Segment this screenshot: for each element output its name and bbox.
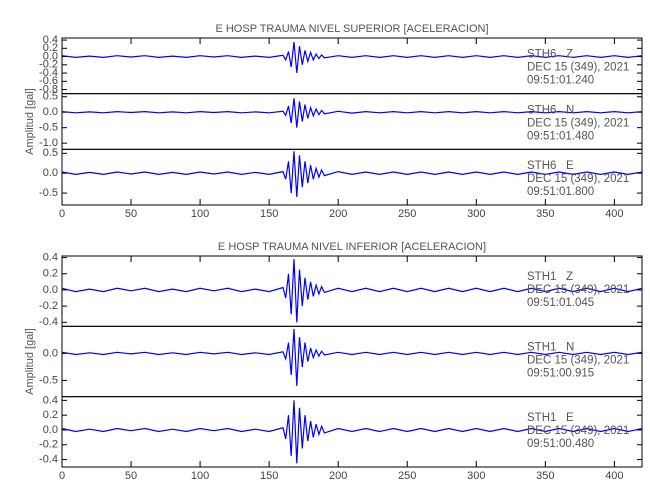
date-label: DEC 15 (349), 2021 (527, 425, 629, 437)
time-label: 09:51:00.915 (527, 367, 594, 379)
y-tick-label: 0.4 (43, 34, 58, 46)
waveform (61, 42, 643, 74)
chart-title: E HOSP TRAUMA NIVEL SUPERIOR [ACELERACIO… (215, 23, 488, 35)
station-label: STH1 Z (527, 271, 573, 283)
y-tick-label: -0.5 (39, 374, 58, 386)
y-tick-label: 0.2 (43, 409, 58, 421)
station-label: STH1 E (527, 412, 574, 424)
y-tick-label: -0.2 (39, 439, 58, 451)
time-label: 09:51:00.480 (527, 438, 594, 450)
waveform (61, 400, 643, 464)
time-label: 09:51:01.480 (527, 130, 594, 142)
station-label: STH6 N (527, 104, 574, 116)
panel-frame (61, 396, 643, 468)
time-label: 09:51:01.800 (527, 186, 594, 198)
y-tick-label: -0.4 (39, 316, 58, 328)
y-tick-label: 0.4 (43, 394, 58, 406)
date-label: DEC 15 (349), 2021 (527, 354, 629, 366)
waveform (61, 259, 643, 323)
x-tick-label: 150 (260, 208, 278, 220)
date-label: DEC 15 (349), 2021 (527, 284, 629, 296)
y-tick-label: 0.5 (43, 91, 58, 103)
x-tick-label: 0 (59, 470, 65, 482)
y-tick-label: 0.0 (43, 106, 58, 118)
x-tick-label: 300 (467, 470, 485, 482)
waveform (61, 151, 643, 198)
x-tick-label: 350 (536, 208, 554, 220)
y-tick-label: 0.0 (43, 284, 58, 296)
y-tick-label: -0.4 (39, 454, 58, 466)
x-tick-label: 350 (536, 470, 554, 482)
waveform (61, 328, 643, 386)
y-axis-label: Amplitud [gal] (24, 328, 36, 395)
x-tick-label: 50 (125, 208, 137, 220)
x-tick-label: 50 (125, 470, 137, 482)
x-tick-label: 200 (329, 208, 347, 220)
date-label: DEC 15 (349), 2021 (527, 62, 629, 74)
y-tick-label: 0.5 (43, 147, 58, 159)
y-tick-label: -0.5 (39, 122, 58, 134)
y-tick-label: 0.2 (43, 268, 58, 280)
y-tick-label: 0.0 (43, 167, 58, 179)
x-tick-label: 400 (605, 470, 623, 482)
x-tick-label: 150 (260, 470, 278, 482)
y-tick-label: -0.5 (39, 187, 58, 199)
time-label: 09:51:01.240 (527, 75, 594, 87)
y-tick-label: 0.0 (43, 50, 58, 62)
x-tick-label: 250 (398, 208, 416, 220)
chart-title: E HOSP TRAUMA NIVEL INFERIOR [ACELERACIO… (218, 241, 486, 253)
y-tick-label: -0.4 (39, 67, 58, 79)
waveform (61, 98, 643, 128)
y-tick-label: 0.0 (43, 424, 58, 436)
x-tick-label: 200 (329, 470, 347, 482)
y-tick-label: -0.8 (39, 83, 58, 95)
station-label: STH6 Z (527, 49, 573, 61)
station-label: STH6 E (527, 160, 574, 172)
x-tick-label: 300 (467, 208, 485, 220)
y-tick-label: -1.0 (39, 137, 58, 149)
y-tick-label: -0.2 (39, 300, 58, 312)
y-tick-label: -0.2 (39, 59, 58, 71)
x-tick-label: 100 (191, 208, 209, 220)
y-tick-label: -0.6 (39, 75, 58, 87)
x-tick-label: 0 (59, 208, 65, 220)
x-tick-label: 100 (191, 470, 209, 482)
date-label: DEC 15 (349), 2021 (527, 173, 629, 185)
panel-frame (61, 148, 643, 206)
station-label: STH1 N (527, 341, 574, 353)
y-axis-label: Amplitud [gal] (24, 88, 36, 155)
time-label: 09:51:01.045 (527, 297, 594, 309)
y-tick-label: 0.2 (43, 42, 58, 54)
date-label: DEC 15 (349), 2021 (527, 117, 629, 129)
x-tick-label: 250 (398, 470, 416, 482)
y-tick-label: 0.0 (43, 347, 58, 359)
y-tick-label: 0.4 (43, 252, 58, 264)
x-tick-label: 400 (605, 208, 623, 220)
